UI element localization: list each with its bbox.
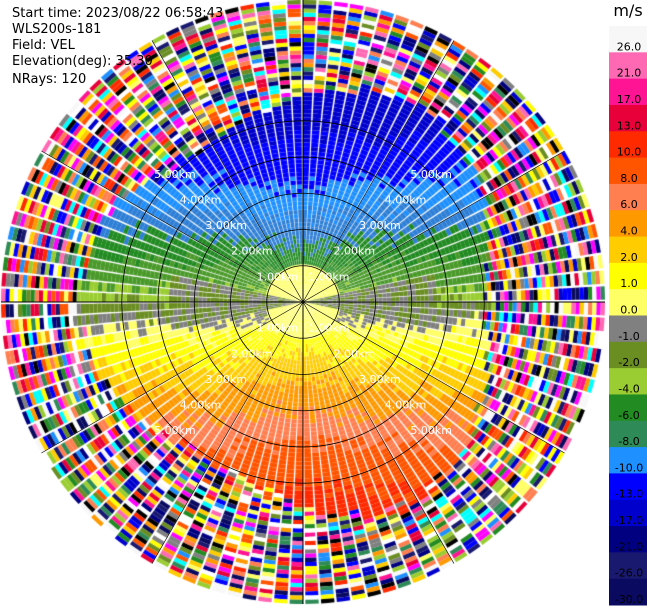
colorbar-segment — [609, 236, 647, 264]
colorbar-tick-label: 2.0 — [620, 251, 638, 264]
range-ring-label: 2.00km — [231, 347, 273, 360]
colorbar-tick-label: -17.0 — [615, 514, 643, 527]
nrays-label: NRays: 120 — [12, 72, 87, 87]
range-ring-label: 1.00km — [308, 322, 350, 335]
range-ring-label: 5.00km — [154, 168, 196, 181]
colorbar-segment — [609, 262, 647, 290]
range-ring-label: 4.00km — [385, 399, 427, 412]
colorbar-tick-label: 10.0 — [617, 146, 642, 159]
colorbar-segment — [609, 210, 647, 238]
colorbar-segment — [609, 78, 647, 106]
azimuth-spoke — [302, 301, 455, 564]
colorbar-tick-label: 4.0 — [620, 225, 638, 238]
colorbar-tick-label: 21.0 — [617, 67, 642, 80]
colorbar-tick-label: -10.0 — [615, 461, 643, 474]
colorbar-tick-label: -8.0 — [618, 435, 639, 448]
range-ring-label: 2.00km — [231, 245, 273, 258]
azimuth-spoke — [302, 150, 565, 303]
range-ring-label: 2.00km — [333, 347, 375, 360]
colorbar-segment — [609, 526, 647, 553]
colorbar-segment — [609, 578, 647, 606]
field-label: Field: VEL — [12, 38, 75, 53]
range-ring-label: 5.00km — [410, 424, 452, 437]
range-ring-label: 3.00km — [359, 373, 401, 386]
colorbar-segment — [609, 131, 647, 159]
colorbar-tick-label: -4.0 — [618, 382, 639, 395]
colorbar-segment — [609, 157, 647, 185]
colorbar-segment — [609, 341, 647, 369]
colorbar-segment — [609, 26, 647, 53]
range-ring-label: 3.00km — [205, 219, 247, 232]
colorbar-tick-label: 26.0 — [617, 40, 642, 53]
colorbar-tick-labels: 26.0 21.0 17.0 13.0 10.0 8.0 6.0 4.0 2.0 1.0 0.0 -1… — [615, 40, 643, 606]
colorbar-segment — [609, 420, 647, 448]
start-time-label: Start time: 2023/08/22 06:58:43 — [12, 6, 224, 21]
azimuth-spoke — [302, 40, 455, 303]
colorbar-tick-label: 13.0 — [617, 119, 642, 132]
colorbar-tick-label: -13.0 — [615, 488, 643, 501]
azimuth-spokes — [1, 0, 605, 604]
colorbar-tick-label: 1.0 — [620, 277, 638, 290]
colorbar-segment — [609, 289, 647, 316]
colorbar-segment — [609, 473, 647, 501]
colorbar-title: m/s — [613, 1, 642, 20]
azimuth-spoke — [41, 150, 304, 303]
colorbar-tick-label: -1.0 — [618, 330, 639, 343]
colorbar-segments — [609, 26, 647, 606]
colorbar-segment — [609, 104, 647, 132]
colorbar-segment — [609, 368, 647, 395]
colorbar-tick-label: -30.0 — [615, 593, 643, 606]
range-ring-label: 3.00km — [359, 219, 401, 232]
range-ring-label: 1.00km — [257, 322, 299, 335]
instrument-label: WLS200s-181 — [12, 22, 102, 37]
azimuth-spoke — [151, 40, 304, 303]
elevation-label: Elevation(deg): 35.30 — [12, 54, 153, 69]
colorbar-tick-label: -26.0 — [615, 567, 643, 580]
range-ring-label: 2.00km — [333, 245, 375, 258]
azimuth-spoke — [151, 301, 304, 564]
range-ring-label: 1.00km — [308, 270, 350, 283]
range-ring-label: 4.00km — [385, 193, 427, 206]
azimuth-spoke — [41, 301, 304, 454]
range-ring-label: 3.00km — [205, 373, 247, 386]
colorbar-tick-label: 17.0 — [617, 93, 642, 106]
colorbar-segment — [609, 394, 647, 422]
colorbar-tick-label: 8.0 — [620, 172, 638, 185]
colorbar-tick-label: 6.0 — [620, 198, 638, 211]
colorbar-segment — [609, 447, 647, 474]
colorbar-tick-label: -2.0 — [618, 356, 639, 369]
colorbar-tick-label: -21.0 — [615, 540, 643, 553]
colorbar-segment — [609, 183, 647, 211]
range-ring-labels: 1.00km 1.00km 1.00km 1.00km 2.00km 2.00km 2.00… — [154, 168, 452, 437]
range-ring-label: 5.00km — [154, 424, 196, 437]
range-ring-label: 5.00km — [410, 168, 452, 181]
colorbar-segment — [609, 52, 647, 80]
colorbar-segment — [609, 552, 647, 580]
colorbar-tick-label: 0.0 — [620, 304, 638, 317]
range-ring-label: 4.00km — [180, 399, 222, 412]
azimuth-spoke — [302, 301, 565, 454]
colorbar-segment — [609, 499, 647, 527]
range-ring-label: 1.00km — [257, 270, 299, 283]
colorbar-tick-label: -6.0 — [618, 409, 639, 422]
range-ring-label: 4.00km — [180, 193, 222, 206]
colorbar-segment — [609, 315, 647, 343]
